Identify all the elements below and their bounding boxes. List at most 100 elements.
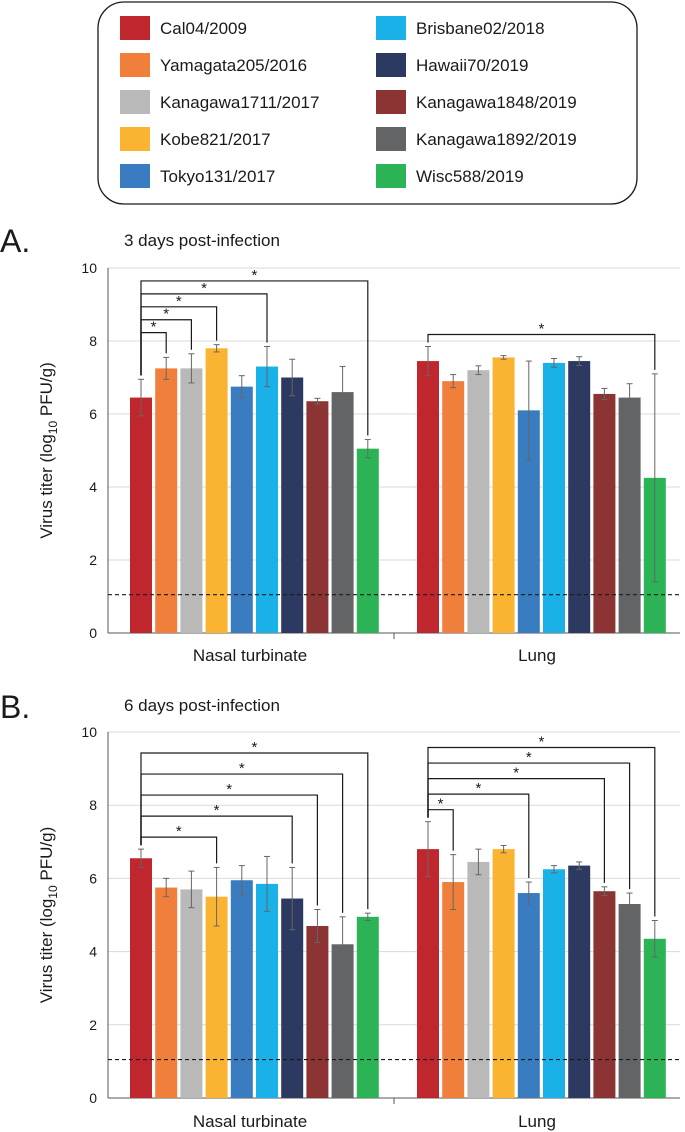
panel-b-bar [205,896,228,1098]
panel-b-significance-bracket [427,746,656,917]
panel-b-bar [417,849,439,1098]
panel-b-letter: B. [0,689,30,725]
panel-a-significance-bracket [140,280,369,436]
legend: Cal04/2009 Yamagata205/2016 Kanagawa1711/2… [97,1,638,205]
panel-a-bar [618,397,641,633]
panel-b-bar [155,887,178,1098]
panel-b-ytick-label: 2 [89,1017,97,1033]
panel-b-bar [543,869,565,1098]
panel-a-ylabel-tail: PFU/g) [37,362,56,421]
panel-a-ytick-label: 8 [89,333,97,349]
panel-b-bar [230,880,253,1098]
panel-b-bar [306,925,329,1098]
panel-b-ylabel-sub: 10 [46,885,60,899]
panel-b-bar [467,861,490,1098]
panel-a-ytick-label: 6 [89,406,97,422]
panel-b-significance-star: * [513,765,519,782]
legend-swatch-tokyo131-2017 [120,164,150,188]
panel-b-significance-bracket [427,809,454,851]
panel-b-significance-star: * [438,796,444,813]
legend-label-wisc588-2019: Wisc588/2019 [416,167,524,186]
legend-swatch-hawaii70-2019 [376,53,406,77]
legend-label-kanagawa1711-2017: Kanagawa1711/2017 [160,93,319,112]
panel-a-ylabel-main: Virus titer (log [37,434,56,539]
panel-a-bar [281,377,304,633]
legend-label-tokyo131-2017: Tokyo131/2017 [160,167,275,186]
panel-a-bar [180,368,203,633]
panel-a-ytick-label: 4 [89,479,97,495]
panel-b-bar [618,904,641,1098]
panel-a-ytick-label: 0 [89,625,97,641]
panel-b-significance-star: * [475,780,481,797]
panel-a-bar [543,362,565,633]
panel-b-ytick-label: 6 [89,870,97,886]
legend-swatch-kanagawa1892-2019 [376,127,406,151]
panel-a-bar [256,366,278,633]
panel-a-significance-star: * [201,280,207,297]
panel-a-bar [492,357,515,633]
panel-b-title: 6 days post-infection [124,696,280,715]
panel-a-letter: A. [0,223,30,259]
panel-b-significance-star: * [214,802,220,819]
panel-a-bar [417,361,439,633]
panel-a-bar [356,448,379,633]
panel-a-bar [467,370,490,633]
panel-a-bar [205,348,228,633]
panel-a-ylabel-sub: 10 [46,421,60,435]
panel-a-bar [593,393,616,633]
legend-label-kobe821-2017: Kobe821/2017 [160,130,271,149]
panel-b-ytick-label: 10 [81,724,97,740]
legend-swatch-cal04-2009 [120,16,150,40]
panel-b-group-label: Lung [518,1112,556,1131]
panel-a-group-label: Lung [518,646,556,665]
panel-b-bar [256,883,278,1098]
legend-swatch-brisbane02-2018 [376,16,406,40]
legend-label-yamagata205-2016: Yamagata205/2016 [160,56,307,75]
legend-label-brisbane02-2018: Brisbane02/2018 [416,19,545,38]
panel-a-title: 3 days post-infection [124,231,280,250]
panel-b-bar [517,893,540,1098]
panel-b-bar [593,891,616,1098]
panel-b-significance-star: * [226,781,232,798]
panel-a-significance-star: * [251,267,257,284]
panel-b-ytick-label: 0 [89,1090,97,1106]
panel-a-bar [155,368,178,633]
panel-b-bar [130,858,152,1098]
panel-b-significance-bracket [140,836,218,864]
panel-b-bar [492,849,515,1098]
panel-a-significance-bracket [427,333,656,370]
legend-label-cal04-2009: Cal04/2009 [160,19,247,38]
panel-b-bar [356,916,379,1098]
panel-a-group-label: Nasal turbinate [193,646,307,665]
panel-a-bar [130,397,152,633]
panel-b-significance-star: * [251,739,257,756]
panel-b-bar [643,938,666,1098]
legend-label-kanagawa1848-2019: Kanagawa1848/2019 [416,93,577,112]
panel-b-ytick-label: 4 [89,944,97,960]
panel-a-bar [517,410,540,633]
panel-a-significance-bracket [140,293,268,376]
panel-b-bar [281,898,304,1098]
panel-b-bar [180,889,203,1098]
panel-b-significance-star: * [176,823,182,840]
panel-b-ytick-label: 8 [89,797,97,813]
panel-b-ylabel-tail: PFU/g) [37,827,56,886]
panel-a-significance-star: * [163,306,169,323]
panel-b-ylabel-main: Virus titer (log [37,899,56,1004]
legend-label-kanagawa1892-2019: Kanagawa1892/2019 [416,130,577,149]
legend-swatch-kobe821-2017 [120,127,150,151]
panel-a-bar [568,361,591,633]
panel-b-significance-star: * [526,749,532,766]
panel-a-ytick-label: 2 [89,552,97,568]
panel-b-significance-bracket [140,752,369,910]
legend-swatch-kanagawa1848-2019 [376,90,406,114]
panel-a-bar [230,386,253,633]
panel-a-significance-star: * [176,293,182,310]
legend-swatch-kanagawa1711-2017 [120,90,150,114]
panel-a-significance-star: * [151,319,157,336]
panel-b-ylabel: Virus titer (log10 PFU/g) [37,827,60,1003]
panel-b-significance-star: * [538,734,544,751]
legend-swatch-wisc588-2019 [376,164,406,188]
